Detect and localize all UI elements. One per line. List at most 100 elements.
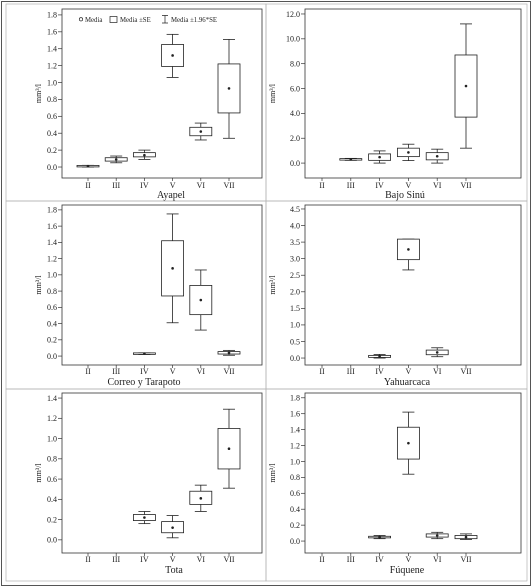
panel-title: Fúquene [390,565,425,576]
x-tick-label: IV [140,367,149,376]
y-tick-label: 4.0 [290,109,300,118]
box-v [396,238,420,271]
y-tick-label: 3.5 [290,238,300,247]
x-tick-label: III [347,555,355,564]
y-tick-label: 1.2 [290,441,300,450]
y-tick-label: 0.4 [47,495,57,504]
y-tick-label: 0.0 [290,354,300,363]
x-tick-label: VII [223,367,234,376]
panel-title: Bajo Sinú [385,190,425,201]
mean-point [464,535,468,539]
box-v [396,411,420,475]
mean-point [349,158,353,161]
mean-point [114,158,118,161]
y-tick-label: 1.4 [290,425,300,434]
y-tick-label: 1.6 [47,222,57,231]
y-tick-label: 1.2 [47,61,57,70]
y-axis-label: mm³/l [268,83,277,103]
mean-point [407,248,410,251]
box-vii [217,408,241,489]
y-tick-label: 0.6 [47,112,57,121]
panel-cell [265,388,528,582]
mean-point [227,87,231,90]
x-tick-label: IV [375,555,384,564]
y-tick-label: 0.0 [47,352,57,361]
legend-mean-label: Media [85,17,102,24]
panel-cell [5,388,267,582]
y-axis-label: mm³/l [34,463,43,483]
box-vi [189,484,213,512]
x-tick-label: V [406,181,412,190]
y-tick-label: 1.4 [47,45,57,54]
box-v [161,213,185,324]
panel-title: Tota [165,565,183,576]
mean-point [435,534,439,537]
panel-title: Yahuarcaca [384,377,431,388]
box-vi [189,122,213,141]
y-tick-label: 1.2 [47,254,57,263]
box-vi [425,148,449,164]
box-vi [425,347,449,358]
panel-cell [5,200,267,390]
box-v [161,33,185,78]
box-vii [217,39,241,139]
y-tick-label: 2.5 [290,271,300,280]
x-tick-label: II [319,367,325,376]
y-tick-label: 0.4 [47,319,57,328]
y-tick-label: 0.8 [47,287,57,296]
x-tick-label: VI [197,555,206,564]
box-iv [132,511,156,525]
y-axis-label: mm³/l [268,463,277,483]
panel-title: Ayapel [157,190,185,201]
y-axis-label: mm³/l [34,83,43,103]
plot-frame [61,8,263,179]
y-tick-label: 1.0 [47,78,57,87]
mean-point [143,153,146,157]
mean-point [86,164,90,168]
box-vii [454,533,478,540]
box-ii [76,164,100,168]
mean-point [378,535,381,539]
plot-frame [61,392,263,554]
mean-point [143,516,146,519]
y-tick-label: 0.6 [290,489,300,498]
box-vii [217,349,241,356]
x-tick-label: II [319,555,325,564]
y-tick-label: 0.6 [47,475,57,484]
mean-point [143,352,146,355]
mean-point [407,441,410,445]
y-tick-label: 0.2 [290,521,300,530]
y-tick-label: 0.2 [47,515,57,524]
x-tick-label: III [112,367,120,376]
plot-frame [61,204,263,366]
y-tick-label: 0.8 [290,473,300,482]
legend-ci-marker [162,15,168,24]
x-tick-label: VI [433,367,442,376]
panel-title: Correo y Tarapoto [108,377,181,388]
plot-frame [304,8,522,179]
x-tick-label: IV [140,181,149,190]
legend-mean-marker [78,17,84,22]
mean-point [435,351,439,354]
y-tick-label: 0.4 [47,129,57,138]
box-v [396,143,420,162]
x-tick-label: VII [460,555,471,564]
y-tick-label: 1.0 [290,321,300,330]
mean-point [171,526,174,529]
y-tick-label: 0.0 [290,537,300,546]
y-tick-label: 1.8 [47,11,57,20]
y-tick-label: 1.6 [290,409,300,418]
y-tick-label: 12.0 [286,10,300,19]
x-tick-label: II [319,181,325,190]
box-iv [368,535,392,540]
y-tick-label: 0.4 [290,505,300,514]
plot-frame [304,204,522,366]
y-tick-label: 8.0 [290,59,300,68]
legend: Media Media ±SE Media ±1.96*SE [78,15,217,24]
x-tick-label: IV [375,367,384,376]
